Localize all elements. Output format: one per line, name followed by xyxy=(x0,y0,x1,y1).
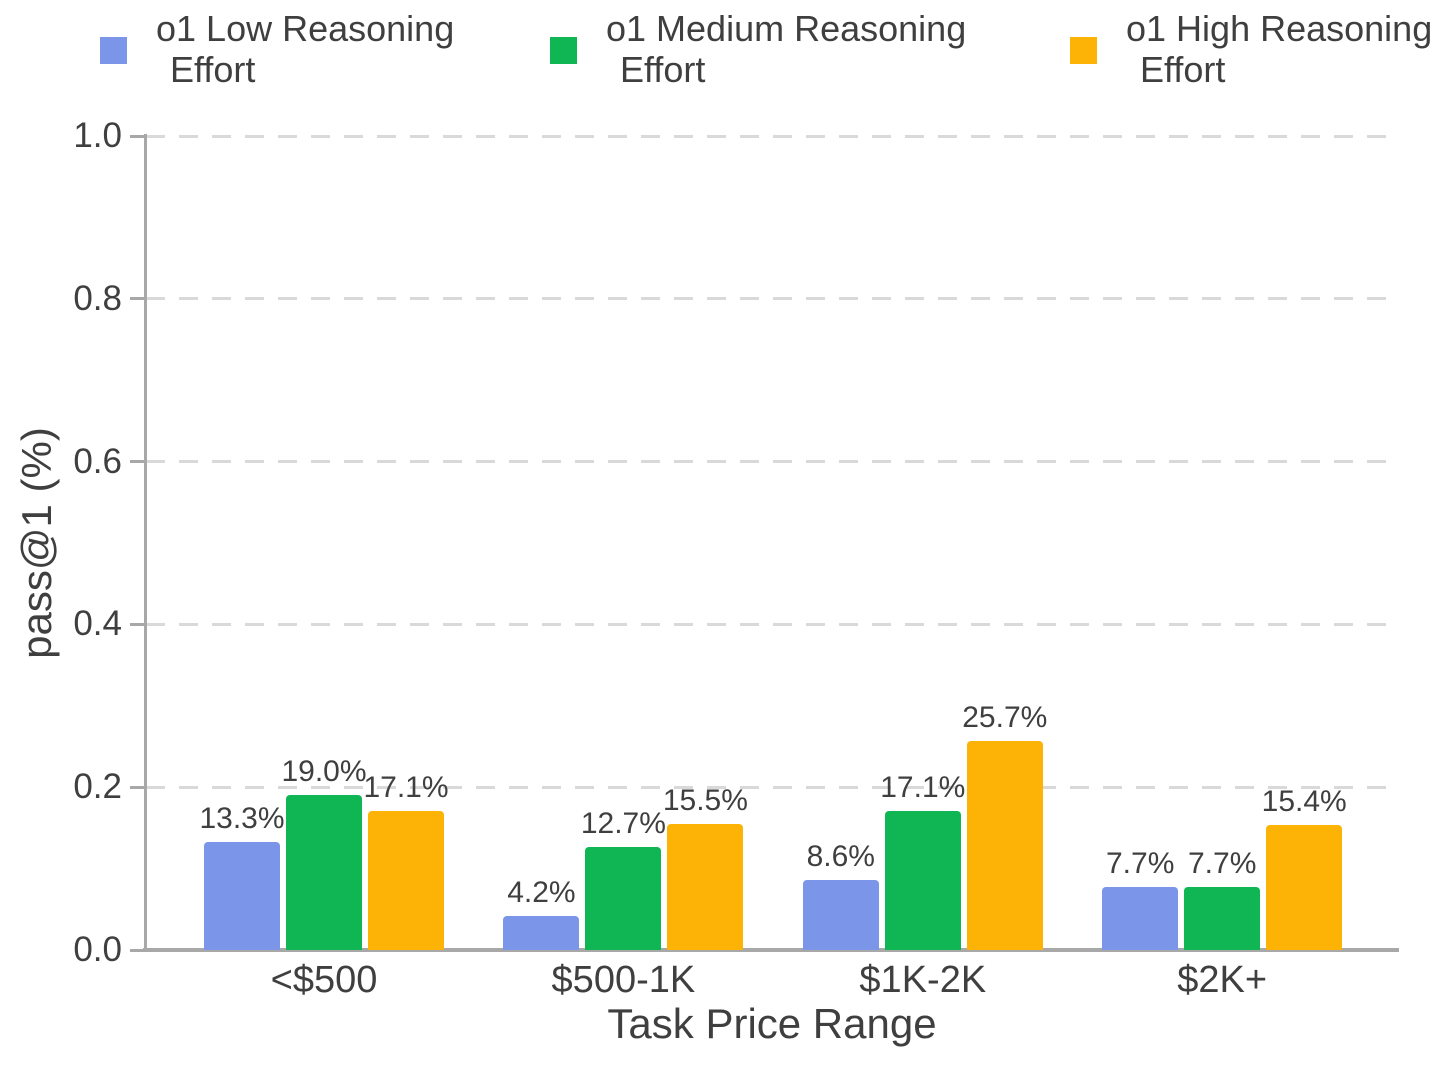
bar-low-$500-1K xyxy=(503,915,580,950)
value-label: 15.5% xyxy=(662,783,748,817)
y-tick-mark xyxy=(130,785,146,789)
gridline-0.2 xyxy=(146,785,1399,789)
bar-medium-$500-1K xyxy=(585,846,662,950)
bar-high-$2K+ xyxy=(1266,824,1343,950)
bar-medium-$2K+ xyxy=(1184,887,1261,950)
y-tick-mark xyxy=(130,622,146,626)
x-category-label: $500-1K xyxy=(551,959,696,1001)
value-label: 15.4% xyxy=(1261,784,1347,818)
y-tick-mark xyxy=(130,134,146,138)
value-label: 25.7% xyxy=(962,700,1048,734)
y-axis-line xyxy=(144,134,147,950)
legend-swatch-icon xyxy=(100,37,127,64)
y-axis-title: pass@1 (%) xyxy=(13,427,60,659)
bar-low-<$500 xyxy=(204,841,280,950)
value-label: 7.7% xyxy=(1105,847,1175,881)
value-label: 4.2% xyxy=(507,875,576,909)
y-tick-mark xyxy=(130,948,146,952)
value-label: 12.7% xyxy=(580,806,666,840)
gridline-0.4 xyxy=(146,622,1399,626)
bar-high-$1K-2K xyxy=(966,740,1043,950)
legend-swatch-icon xyxy=(550,37,577,64)
gridline-0.8 xyxy=(146,297,1399,301)
value-label: 8.6% xyxy=(806,839,875,873)
bar-high-$500-1K xyxy=(667,823,744,950)
y-tick-label-0.2: 0.2 xyxy=(73,767,122,807)
y-tick-label-0.6: 0.6 xyxy=(73,441,122,481)
x-category-label: $1K-2K xyxy=(859,959,987,1001)
y-tick-label-0.0: 0.0 xyxy=(73,930,122,969)
bar-low-$2K+ xyxy=(1102,887,1179,950)
x-axis-line xyxy=(143,948,1399,952)
bar-low-$1K-2K xyxy=(802,879,879,950)
y-tick-label-1.0: 1.0 xyxy=(73,116,122,155)
legend-swatch-icon xyxy=(1070,37,1097,64)
x-category-label: $2K+ xyxy=(1177,959,1268,1001)
x-category-label: <$500 xyxy=(270,959,378,1001)
value-label: 17.1% xyxy=(363,770,449,804)
bar-high-<$500 xyxy=(368,810,444,950)
y-tick-label-0.8: 0.8 xyxy=(73,278,122,318)
gridline-1.0 xyxy=(146,134,1399,138)
bar-medium-<$500 xyxy=(286,795,362,950)
y-tick-label-0.4: 0.4 xyxy=(73,604,122,644)
bar-medium-$1K-2K xyxy=(884,810,961,950)
y-tick-mark xyxy=(130,297,146,301)
legend-label: o1 Low Reasoning Effort xyxy=(156,8,455,90)
value-label: 17.1% xyxy=(880,770,966,804)
legend-label: o1 Medium Reasoning Effort xyxy=(606,8,967,90)
y-tick-mark xyxy=(130,460,146,464)
gridline-0.6 xyxy=(146,460,1399,464)
value-label: 19.0% xyxy=(281,755,367,789)
x-axis-title: Task Price Range xyxy=(607,1000,937,1047)
value-label: 7.7% xyxy=(1187,847,1257,881)
legend-label: o1 High Reasoning Effort xyxy=(1126,8,1433,90)
value-label: 13.3% xyxy=(199,801,285,835)
